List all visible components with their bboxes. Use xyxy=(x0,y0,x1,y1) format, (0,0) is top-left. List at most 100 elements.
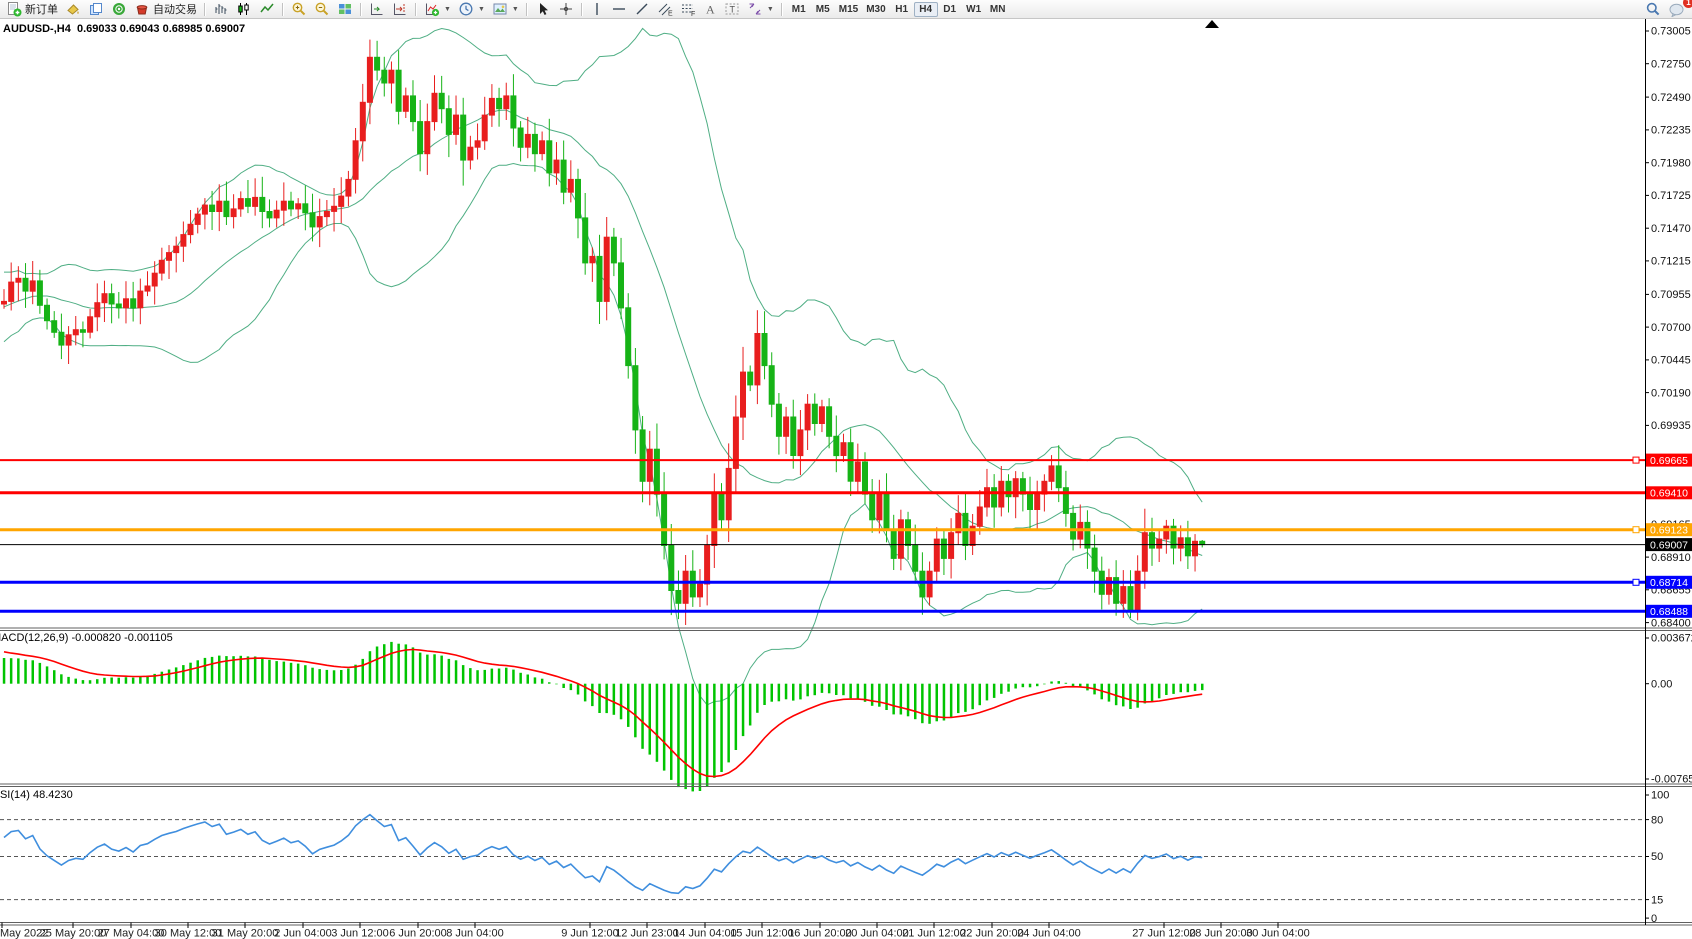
svg-text:0.71725: 0.71725 xyxy=(1651,190,1691,202)
timeframe-button-W1[interactable]: W1 xyxy=(962,2,986,17)
svg-text:May 2022: May 2022 xyxy=(0,928,48,939)
channel-icon: E xyxy=(658,3,673,18)
svg-text:9 Jun 12:00: 9 Jun 12:00 xyxy=(561,928,619,939)
radar-button[interactable] xyxy=(108,1,130,18)
cursor-button[interactable] xyxy=(532,1,554,18)
fibonacci-button[interactable]: F xyxy=(677,1,699,18)
pages-button[interactable] xyxy=(85,1,107,18)
templates-button[interactable]: ▼ xyxy=(489,1,522,18)
toolbar-separator xyxy=(580,2,583,16)
svg-text:0.71470: 0.71470 xyxy=(1651,223,1691,235)
trendline-button[interactable] xyxy=(631,1,653,18)
svg-text:0.71215: 0.71215 xyxy=(1651,256,1691,268)
svg-text:0.00: 0.00 xyxy=(1651,678,1672,690)
trendline-icon xyxy=(636,3,648,15)
timeframe-button-D1[interactable]: D1 xyxy=(938,2,962,17)
toolbar: 新订单 自动交易 xyxy=(0,0,1692,19)
chart-line-icon xyxy=(260,3,274,13)
horizontal-line-icon xyxy=(612,8,625,10)
chart-bars-icon xyxy=(215,4,227,14)
svg-text:0.70700: 0.70700 xyxy=(1651,322,1691,334)
channel-button[interactable]: E xyxy=(654,1,676,18)
chart-candles-button[interactable] xyxy=(233,1,255,18)
autotrade-icon xyxy=(136,5,148,15)
svg-text:0.68910: 0.68910 xyxy=(1651,552,1691,564)
svg-text:0.69123: 0.69123 xyxy=(1650,524,1688,536)
arrows-icon xyxy=(749,3,761,15)
svg-text:27 Jun 12:00: 27 Jun 12:00 xyxy=(1132,928,1196,939)
svg-text:25 May 20:00: 25 May 20:00 xyxy=(40,928,107,939)
svg-text:31 May 20:00: 31 May 20:00 xyxy=(212,928,279,939)
autotrade-button[interactable]: 自动交易 xyxy=(131,1,200,18)
new-order-label: 新订单 xyxy=(25,4,58,16)
chevron-down-icon: ▼ xyxy=(511,5,519,13)
timeframe-button-MN[interactable]: MN xyxy=(986,2,1010,17)
svg-text:0.72750: 0.72750 xyxy=(1651,58,1691,70)
svg-text:A: A xyxy=(706,3,715,17)
svg-text:0.68714: 0.68714 xyxy=(1650,577,1688,589)
svg-text:2 Jun 04:00: 2 Jun 04:00 xyxy=(274,928,332,939)
bucket-button[interactable] xyxy=(62,1,84,18)
text-label-icon: T xyxy=(725,3,739,15)
svg-text:0.003672: 0.003672 xyxy=(1651,633,1692,645)
svg-text:3 Jun 12:00: 3 Jun 12:00 xyxy=(331,928,389,939)
text-button[interactable]: A xyxy=(700,1,720,18)
new-order-icon xyxy=(8,2,22,17)
timeframe-button-M5[interactable]: M5 xyxy=(811,2,835,17)
tile-windows-icon xyxy=(339,4,351,14)
search-button[interactable] xyxy=(1642,1,1664,18)
zoom-out-button[interactable] xyxy=(311,1,333,18)
svg-text:27 May 04:00: 27 May 04:00 xyxy=(98,928,165,939)
svg-text:12 Jun 23:00: 12 Jun 23:00 xyxy=(615,928,679,939)
toolbar-separator xyxy=(525,2,528,16)
svg-text:0.70445: 0.70445 xyxy=(1651,355,1691,367)
timeframe-button-H4[interactable]: H4 xyxy=(913,1,938,17)
svg-text:28 Jun 20:00: 28 Jun 20:00 xyxy=(1189,928,1253,939)
svg-text:0.70190: 0.70190 xyxy=(1651,387,1691,399)
indicators-icon xyxy=(426,3,440,17)
auto-scroll-icon xyxy=(371,3,383,15)
svg-text:100: 100 xyxy=(1651,790,1669,802)
search-icon xyxy=(1646,2,1660,16)
new-order-button[interactable]: 新订单 xyxy=(3,1,61,18)
svg-text:30 May 12:00: 30 May 12:00 xyxy=(155,928,222,939)
chart-shift-button[interactable] xyxy=(389,1,411,18)
svg-text:0: 0 xyxy=(1651,913,1657,925)
tile-windows-button[interactable] xyxy=(334,1,356,18)
svg-text:-0.007656: -0.007656 xyxy=(1651,774,1692,786)
zoom-out-icon xyxy=(315,2,329,16)
svg-text:30 Jun 04:00: 30 Jun 04:00 xyxy=(1246,928,1310,939)
svg-text:16 Jun 20:00: 16 Jun 20:00 xyxy=(788,928,852,939)
chart-line-button[interactable] xyxy=(256,1,278,18)
timeframe-button-M1[interactable]: M1 xyxy=(787,2,811,17)
toolbar-separator xyxy=(282,2,284,16)
indicators-button[interactable]: ▼ xyxy=(421,1,454,18)
timeframe-button-M15[interactable]: M15 xyxy=(835,2,862,17)
notifications-button[interactable] xyxy=(1665,1,1689,18)
crosshair-button[interactable] xyxy=(555,1,577,18)
fibonacci-icon: F xyxy=(681,4,695,17)
timeframe-button-H1[interactable]: H1 xyxy=(890,2,914,17)
vertical-line-button[interactable] xyxy=(587,1,607,18)
timeframe-button-M30[interactable]: M30 xyxy=(862,2,889,17)
arrows-button[interactable]: ▼ xyxy=(744,1,777,18)
zoom-in-button[interactable] xyxy=(288,1,310,18)
text-label-button[interactable]: T xyxy=(721,1,743,18)
periods-button[interactable]: ▼ xyxy=(455,1,488,18)
chart-bars-button[interactable] xyxy=(210,1,232,18)
horizontal-line-button[interactable] xyxy=(608,1,630,18)
bucket-icon xyxy=(67,4,79,15)
svg-text:0.73005: 0.73005 xyxy=(1651,26,1691,38)
svg-text:22 Jun 20:00: 22 Jun 20:00 xyxy=(960,928,1024,939)
svg-text:80: 80 xyxy=(1651,814,1663,826)
svg-text:E: E xyxy=(668,11,673,18)
svg-text:6 Jun 20:00: 6 Jun 20:00 xyxy=(389,928,447,939)
rsi-label: RSI(14) 48.4230 xyxy=(0,789,73,801)
auto-scroll-button[interactable] xyxy=(366,1,388,18)
svg-text:50: 50 xyxy=(1651,851,1663,863)
toolbar-separator xyxy=(204,2,206,16)
chart-candles-icon xyxy=(238,3,249,15)
periods-clock-icon xyxy=(459,2,473,16)
notification-badge: 1 xyxy=(1683,0,1692,8)
